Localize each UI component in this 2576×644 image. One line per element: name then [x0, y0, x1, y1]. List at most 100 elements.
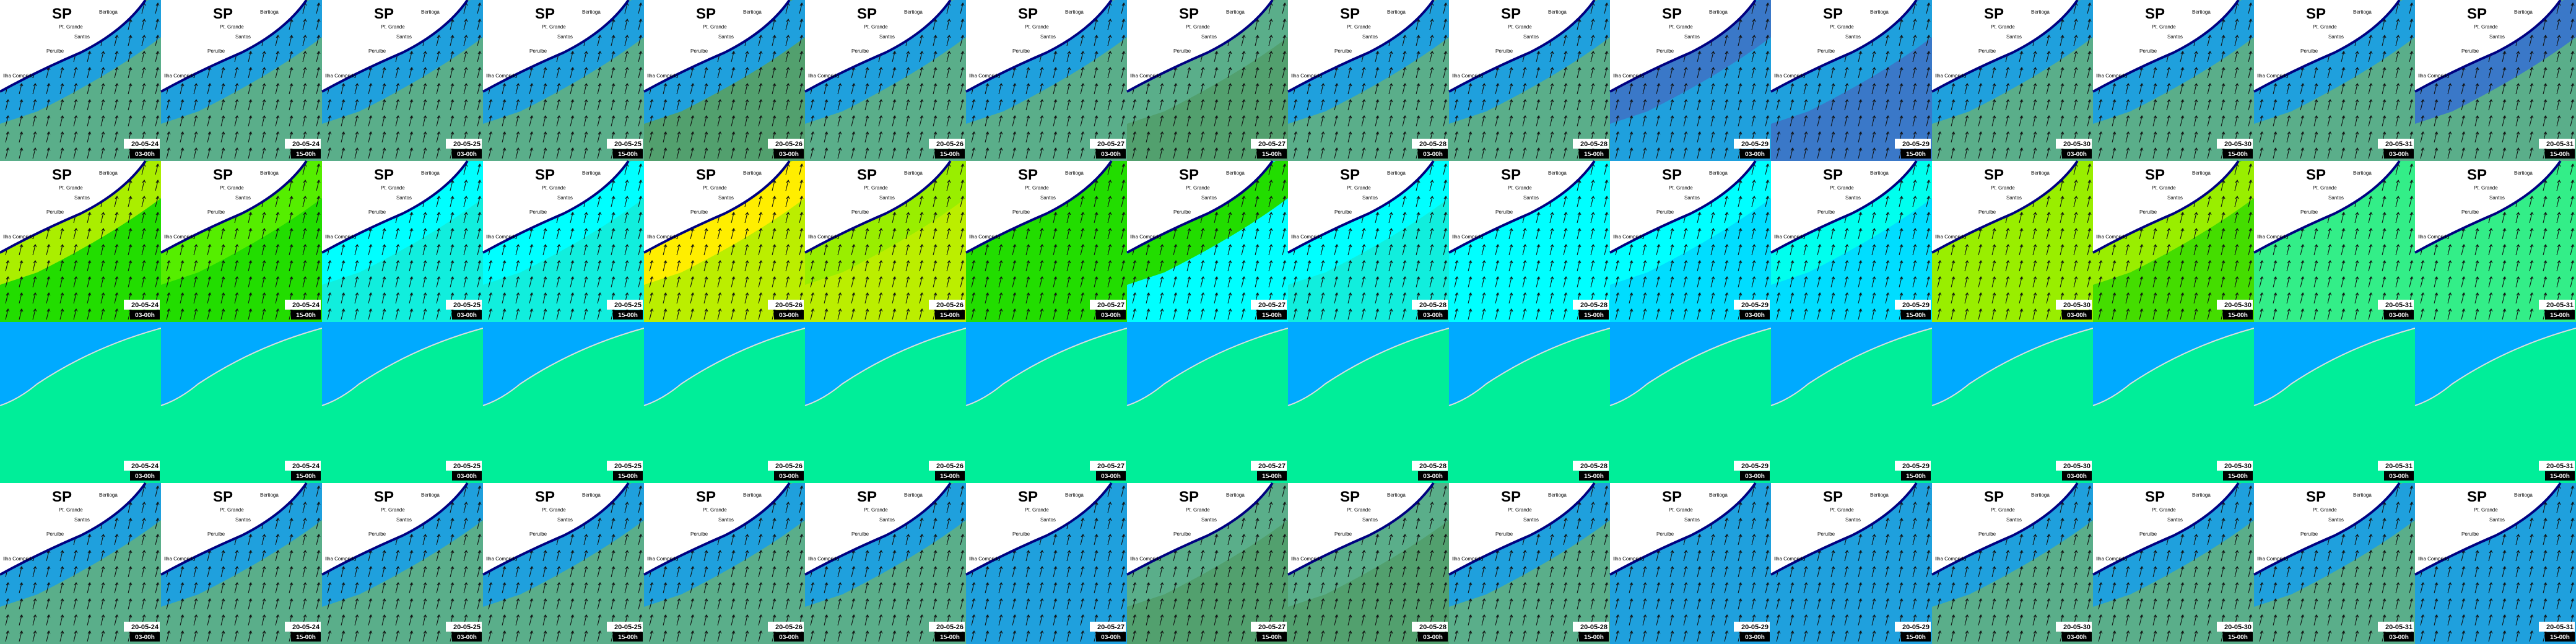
title: SP — [2145, 167, 2165, 183]
date: 20-05-27 — [1258, 302, 1286, 309]
place-label: Bertioga — [904, 492, 923, 498]
date-box — [446, 461, 482, 471]
map-tile: SP Bertioga Pt. Grande Santos Peruíbe Ilha Co… — [160, 0, 322, 161]
time-box — [774, 149, 804, 159]
place-label: Bertioga — [99, 9, 118, 15]
map-tile: SP Bertioga Pt. Grande Santos Peruíbe Ilha Co… — [1609, 482, 1771, 644]
place-label: Ilha Comprida — [1774, 234, 1805, 240]
time: 03-00h — [457, 151, 477, 158]
time: 03-00h — [1423, 634, 1443, 641]
time-box — [2545, 149, 2575, 159]
time: 03-00h — [1101, 634, 1121, 641]
place-label: Santos — [2328, 517, 2344, 523]
time-box — [2223, 149, 2253, 159]
map-tile: SP Bertioga Pt. Grande Santos Peruíbe Ilha Co… — [482, 160, 644, 322]
time: 15-00h — [2550, 151, 2570, 158]
map-tile: 20-05-30 15-00h — [2092, 322, 2255, 483]
place-label: Santos — [557, 517, 573, 523]
land — [1932, 0, 2078, 92]
place-label: Bertioga — [2192, 492, 2211, 498]
land — [2093, 0, 2239, 92]
date-box — [1573, 139, 1609, 149]
place-label: Peruíbe — [1495, 48, 1513, 54]
time: 15-00h — [940, 312, 960, 319]
coastline — [804, 328, 967, 406]
time-box — [452, 471, 482, 481]
time: 03-00h — [779, 151, 799, 158]
place-label: Peruíbe — [368, 48, 386, 54]
place-label: Pt. Grande — [1025, 24, 1049, 30]
map-tile: SP Bertioga Pt. Grande Santos Peruíbe Ilha Co… — [965, 0, 1127, 161]
time-box — [2062, 632, 2092, 642]
date-box — [1573, 300, 1609, 310]
time: 03-00h — [457, 473, 477, 480]
place-label: Pt. Grande — [381, 185, 405, 191]
time-box — [1579, 149, 1609, 159]
place-label: Bertioga — [260, 9, 279, 15]
date-box — [2056, 622, 2092, 632]
place-label: Ilha Comprida — [1935, 73, 1966, 79]
title: SP — [1662, 6, 1682, 22]
place-label: Peruíbe — [2300, 209, 2318, 215]
place-label: Santos — [718, 195, 734, 201]
place-label: Bertioga — [1226, 9, 1245, 15]
coastline — [1126, 482, 1274, 576]
land — [1771, 322, 1932, 406]
land — [322, 0, 468, 92]
date-box — [929, 300, 965, 310]
place-label: Ilha Comprida — [969, 73, 1000, 79]
date-box — [446, 622, 482, 632]
place-label: Bertioga — [904, 170, 923, 176]
place-label: Ilha Comprida — [2418, 73, 2449, 79]
place-label: Ilha Comprida — [164, 73, 195, 79]
date: 20-05-29 — [1902, 463, 1930, 470]
land — [2254, 161, 2400, 253]
place-label: Santos — [1845, 517, 1861, 523]
date: 20-05-26 — [936, 302, 964, 309]
coastline — [160, 160, 308, 254]
place-label: Santos — [718, 517, 734, 523]
map-tile: SP Bertioga Pt. Grande Santos Peruíbe Ilha Co… — [2092, 482, 2254, 644]
place-label: Pt. Grande — [864, 507, 888, 513]
time-box — [1096, 632, 1126, 642]
place-label: Bertioga — [743, 170, 762, 176]
place-label: Peruíbe — [2139, 209, 2157, 215]
place-label: Pt. Grande — [542, 507, 566, 513]
time: 03-00h — [2067, 634, 2087, 641]
coastline — [2414, 160, 2562, 254]
place-label: Pt. Grande — [1347, 185, 1371, 191]
place-label: Bertioga — [1709, 170, 1728, 176]
place-label: Peruíbe — [1978, 48, 1996, 54]
coastline — [1770, 160, 1918, 254]
coastline — [0, 160, 147, 254]
map-tile: SP Bertioga Pt. Grande Santos Peruíbe Ilha Co… — [2253, 160, 2415, 322]
time-box — [130, 632, 160, 642]
coastline — [1448, 482, 1596, 576]
place-label: Ilha Comprida — [1452, 234, 1483, 240]
place-label: Bertioga — [1548, 492, 1567, 498]
place-label: Santos — [2167, 34, 2183, 40]
place-label: Ilha Comprida — [486, 234, 517, 240]
time-box — [1740, 471, 1770, 481]
map-tile: SP Bertioga Pt. Grande Santos Peruíbe Ilha Co… — [0, 160, 161, 322]
place-label: Ilha Comprida — [1452, 556, 1483, 562]
map-tile: SP Bertioga Pt. Grande Santos Peruíbe Ilha Co… — [1126, 482, 1288, 644]
place-label: Santos — [235, 517, 251, 523]
title: SP — [1018, 489, 1038, 505]
place-label: Pt. Grande — [59, 507, 83, 513]
place-label: Ilha Comprida — [647, 234, 678, 240]
coastline — [965, 328, 1128, 406]
land — [1932, 483, 2078, 575]
place-label: Peruíbe — [1334, 531, 1352, 537]
place-label: Santos — [1845, 34, 1861, 40]
place-label: Bertioga — [260, 492, 279, 498]
place-label: Santos — [1040, 34, 1056, 40]
map-tile: SP Bertioga Pt. Grande Santos Peruíbe Ilha Co… — [804, 482, 966, 644]
place-label: Bertioga — [2514, 170, 2533, 176]
title: SP — [857, 6, 877, 22]
place-label: Peruíbe — [368, 531, 386, 537]
time-box — [452, 632, 482, 642]
map-tile: SP Bertioga Pt. Grande Santos Peruíbe Ilha Co… — [1770, 0, 1932, 161]
time: 03-00h — [1423, 151, 1443, 158]
place-label: Pt. Grande — [1991, 507, 2015, 513]
